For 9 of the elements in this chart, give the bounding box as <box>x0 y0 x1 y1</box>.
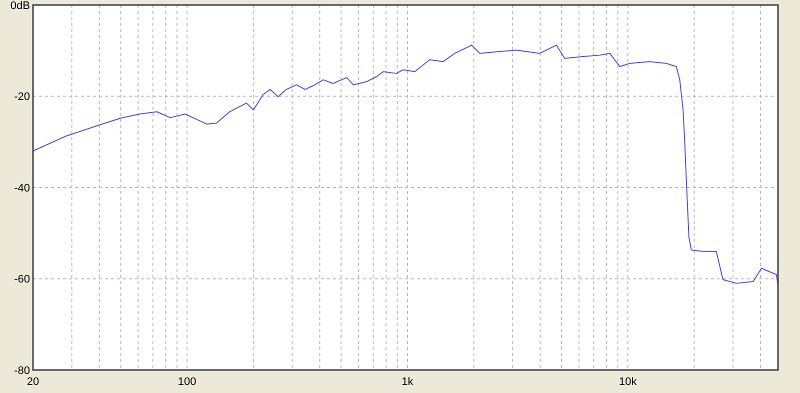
y-tick-label: -40 <box>14 182 30 194</box>
x-tick-label: 1k <box>402 376 414 388</box>
y-tick-label: -20 <box>14 91 30 104</box>
x-tick-label: 10k <box>618 376 638 388</box>
x-tick-label: 100 <box>178 376 196 388</box>
y-tick-label: -80 <box>14 364 30 377</box>
x-tick-label: 20 <box>26 376 40 388</box>
y-tick-label: 0dB <box>10 0 30 12</box>
y-tick-label: -60 <box>14 274 30 286</box>
